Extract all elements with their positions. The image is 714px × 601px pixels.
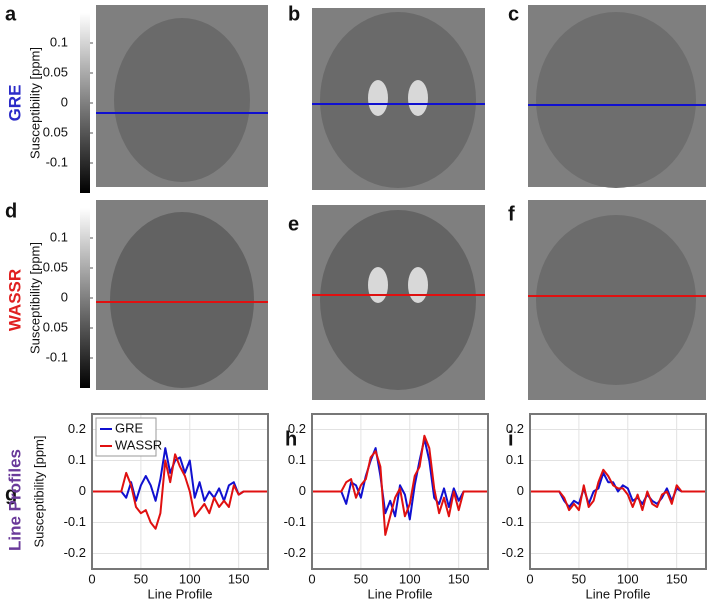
brain-e-detail — [408, 267, 428, 303]
brain-b-detail — [368, 80, 388, 116]
brain-e-detail — [368, 267, 388, 303]
panel-label: g — [5, 483, 17, 505]
colorbar-tick-label: -0.1 — [46, 154, 68, 169]
series-line — [92, 453, 268, 530]
panel-label: f — [508, 203, 515, 225]
x-tick-label: 100 — [179, 571, 201, 586]
panel-label: b — [288, 3, 300, 25]
colorbar — [80, 208, 90, 388]
row-label: WASSR — [5, 269, 24, 331]
colorbar-tick-label: -0.1 — [46, 349, 68, 364]
brain-d — [110, 212, 254, 388]
colorbar-tick-label: 0.05 — [43, 64, 68, 79]
brain-b-detail — [408, 80, 428, 116]
panel-label: h — [285, 428, 297, 450]
x-tick-label: 50 — [572, 571, 586, 586]
colorbar-tick-label: 0 — [61, 94, 68, 109]
x-axis-label: Line Profile — [585, 586, 650, 601]
y-tick-label: 0.1 — [288, 452, 306, 467]
plot-frame — [91, 413, 269, 570]
y-tick-label: 0 — [517, 483, 524, 498]
series-line — [312, 434, 488, 536]
y-axis-label: Susceptibility [ppm] — [31, 436, 46, 548]
x-axis-label: Line Profile — [147, 586, 212, 601]
y-tick-label: -0.1 — [284, 514, 306, 529]
colorbar-label: Susceptibility [ppm] — [27, 242, 42, 354]
y-tick-label: -0.2 — [64, 545, 86, 560]
x-tick-label: 0 — [88, 571, 95, 586]
colorbar-tick-label: 0.05 — [43, 124, 68, 139]
colorbar-label: Susceptibility [ppm] — [27, 47, 42, 159]
y-tick-label: 0.2 — [68, 421, 86, 436]
x-tick-label: 150 — [448, 571, 470, 586]
x-tick-label: 50 — [134, 571, 148, 586]
colorbar-tick-label: 0.1 — [50, 34, 68, 49]
legend-label: GRE — [115, 420, 144, 435]
panel-label: d — [5, 200, 17, 222]
y-tick-label: 0.1 — [68, 452, 86, 467]
x-tick-label: 150 — [666, 571, 688, 586]
y-tick-label: -0.2 — [502, 545, 524, 560]
colorbar-tick-label: 0.1 — [50, 229, 68, 244]
row-label: GRE — [5, 85, 24, 122]
row-label: Line Profiles — [5, 449, 24, 551]
y-tick-label: 0 — [79, 483, 86, 498]
colorbar-tick-label: 0 — [61, 289, 68, 304]
x-tick-label: 100 — [617, 571, 639, 586]
legend-label: WASSR — [115, 437, 162, 452]
y-tick-label: -0.2 — [284, 545, 306, 560]
mri-images — [96, 5, 706, 400]
y-tick-label: 0.2 — [506, 421, 524, 436]
brain-e — [320, 210, 476, 390]
y-tick-label: -0.1 — [64, 514, 86, 529]
panel-label: a — [5, 3, 17, 25]
x-tick-label: 0 — [526, 571, 533, 586]
x-axis-label: Line Profile — [367, 586, 432, 601]
series-line — [530, 468, 706, 512]
colorbar — [80, 13, 90, 193]
x-tick-label: 100 — [399, 571, 421, 586]
brain-a — [114, 18, 250, 182]
brain-f — [536, 215, 696, 385]
panel-label: c — [508, 3, 519, 25]
x-tick-label: 50 — [354, 571, 368, 586]
x-tick-label: 0 — [308, 571, 315, 586]
panel-label: i — [508, 428, 514, 450]
y-tick-label: 0 — [299, 483, 306, 498]
plot-frame — [529, 413, 707, 570]
colorbar-tick-label: 0.05 — [43, 319, 68, 334]
brain-c — [536, 12, 696, 188]
brain-b — [320, 12, 476, 188]
y-tick-label: 0.2 — [288, 421, 306, 436]
panel-label: e — [288, 213, 299, 235]
colorbar-tick-label: 0.05 — [43, 259, 68, 274]
x-tick-label: 150 — [228, 571, 250, 586]
legend-box — [95, 417, 157, 457]
plot-frame — [311, 413, 489, 570]
y-tick-label: -0.1 — [502, 514, 524, 529]
y-tick-label: 0.1 — [506, 452, 524, 467]
